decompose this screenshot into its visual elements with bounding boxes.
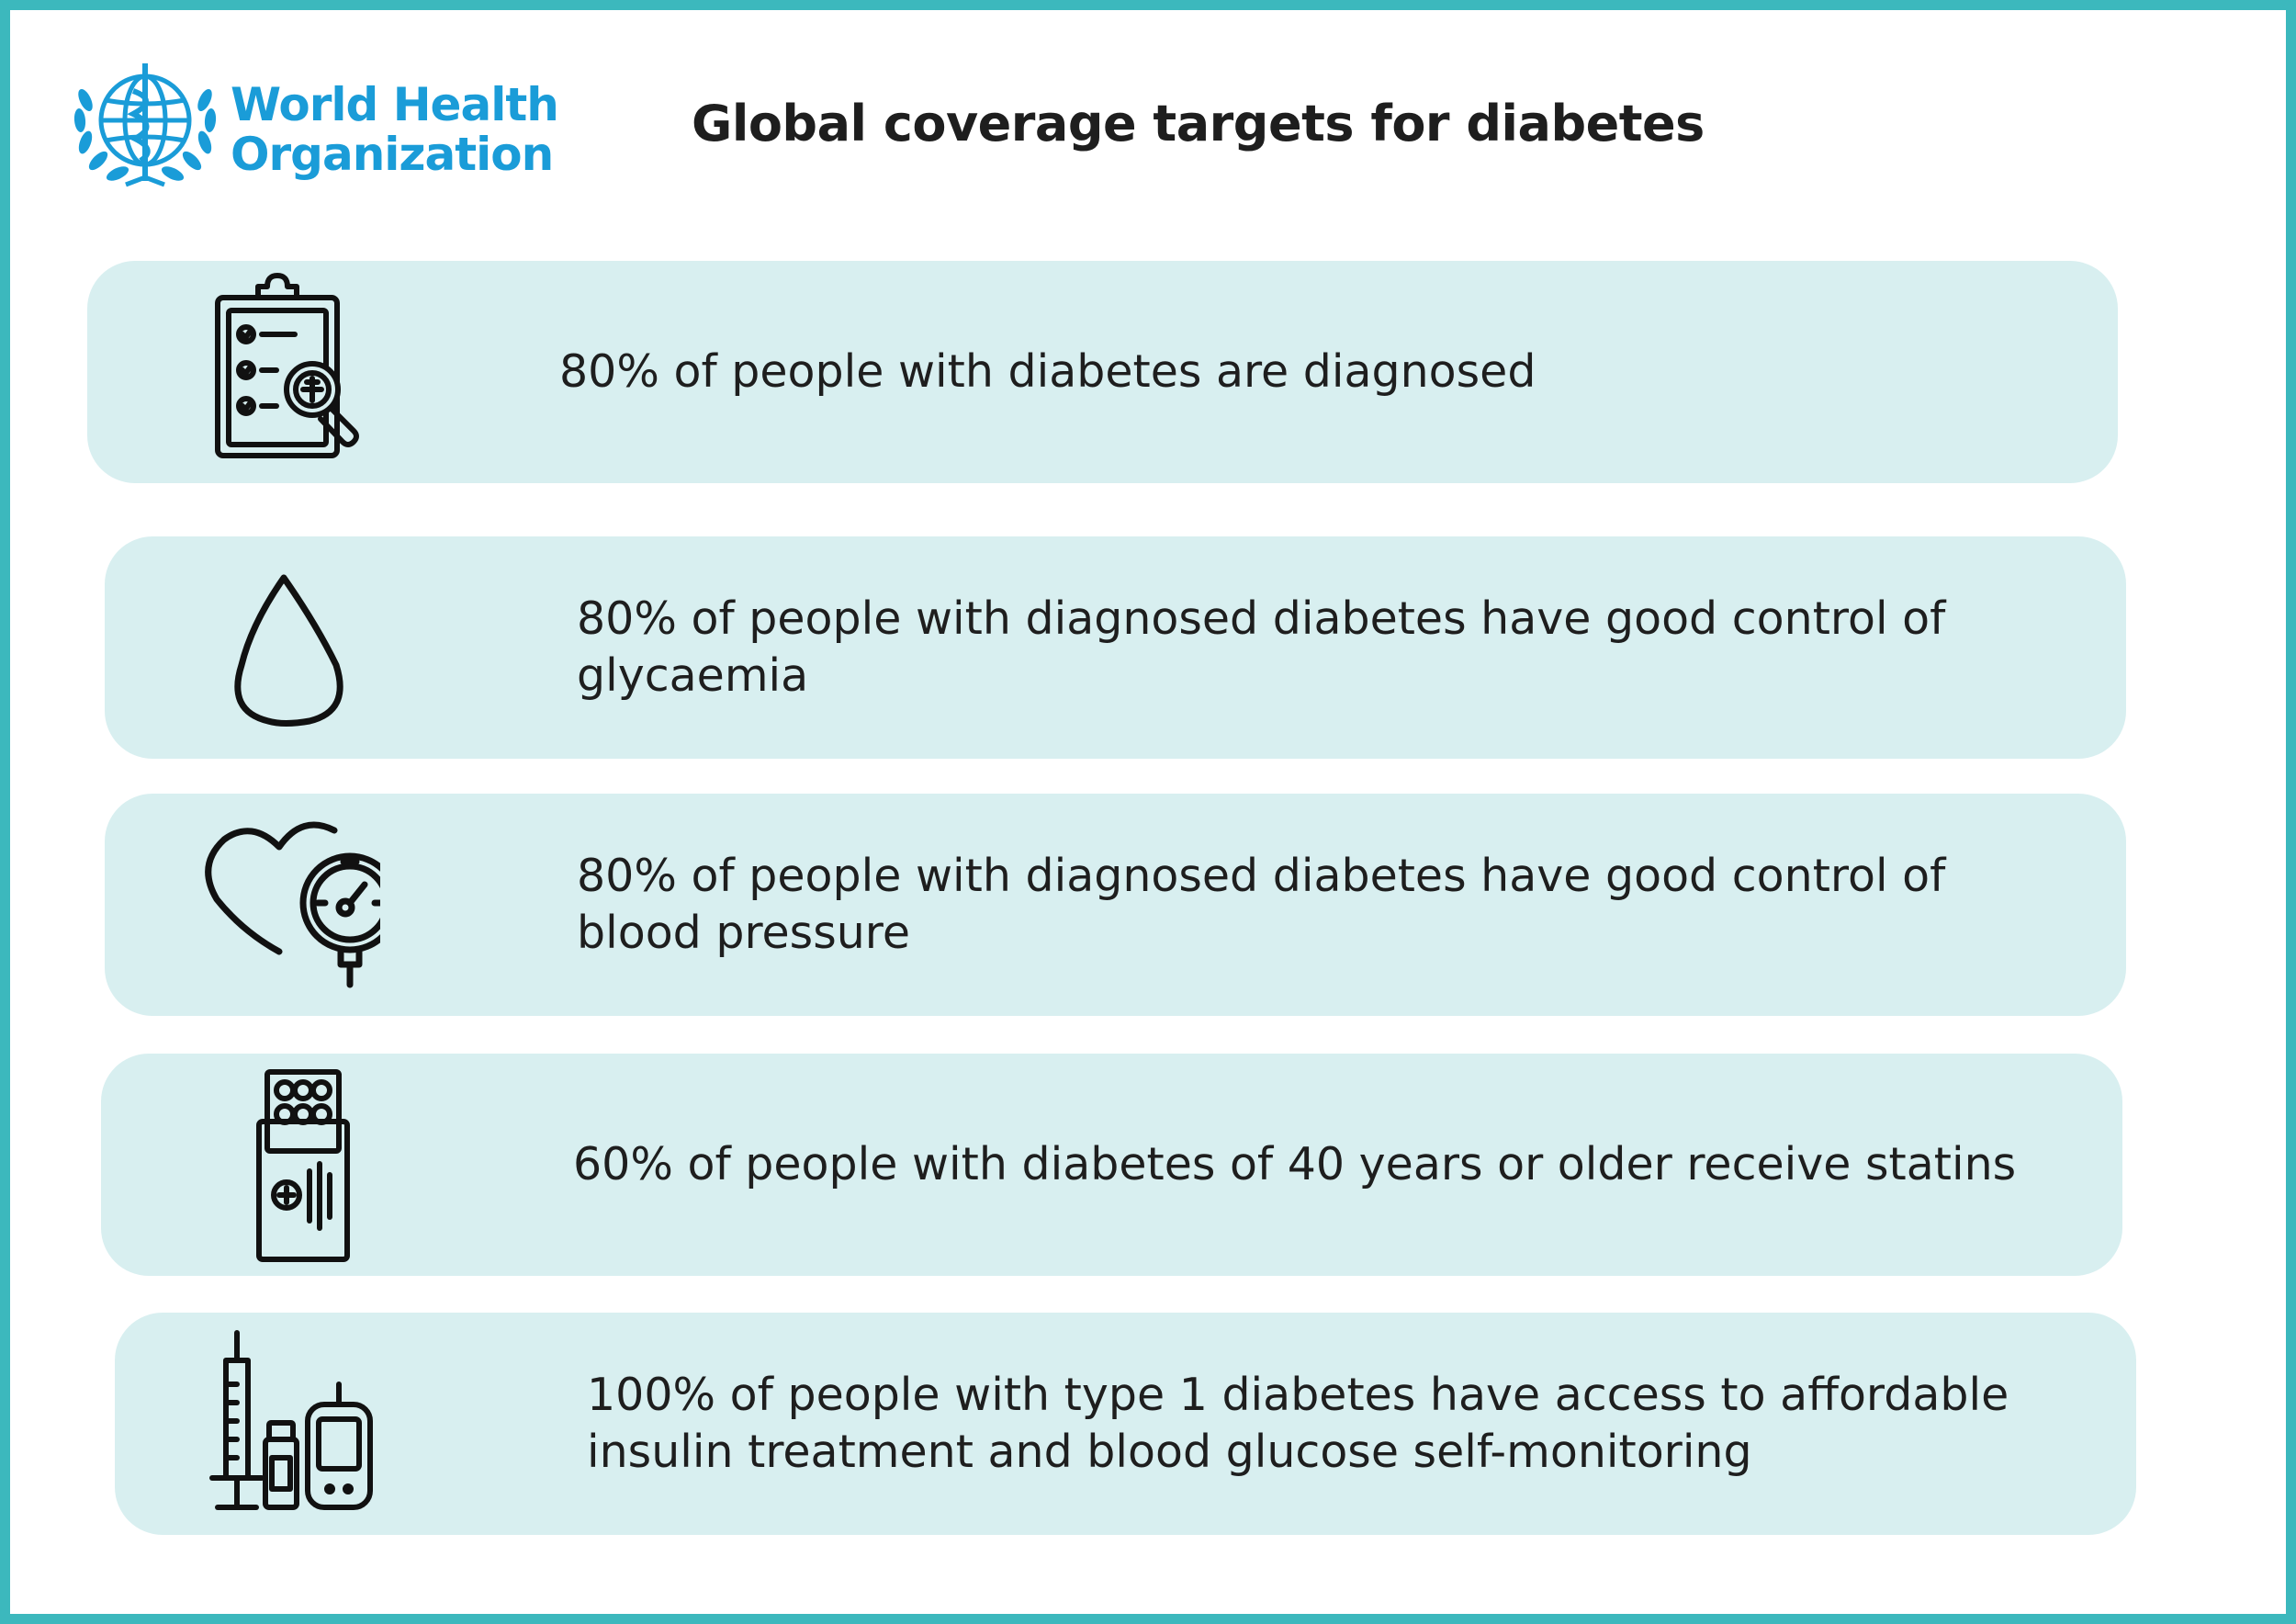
- page-title: Global coverage targets for diabetes: [692, 95, 1705, 152]
- blood-drop-icon: [234, 574, 343, 727]
- target-text: 80% of people with diagnosed diabetes ha…: [577, 850, 1946, 959]
- clipboard-checklist-magnifier-icon: [215, 273, 359, 458]
- target-card-diagnosed: 80% of people with diabetes are diagnose…: [87, 261, 2118, 483]
- target-card-insulin: 100% of people with type 1 diabetes have…: [115, 1313, 2136, 1535]
- target-text: 80% of people with diagnosed diabetes ha…: [577, 592, 1946, 702]
- who-wordmark: World Health Organization: [231, 78, 559, 181]
- org-name-line-2: Organization: [231, 128, 554, 181]
- org-name-line-1: World Health: [231, 78, 559, 131]
- target-card-glycaemia: 80% of people with diagnosed diabetes ha…: [105, 536, 2126, 759]
- medicine-pill-pack-icon: [256, 1069, 350, 1262]
- target-text: 60% of people with diabetes of 40 years …: [573, 1138, 2017, 1190]
- target-text: 100% of people with type 1 diabetes have…: [587, 1369, 2009, 1478]
- who-emblem-icon: [73, 63, 217, 187]
- who-logo: World Health Organization: [67, 63, 559, 201]
- target-card-blood-pressure: 80% of people with diagnosed diabetes ha…: [105, 794, 2126, 1016]
- target-card-statins: 60% of people with diabetes of 40 years …: [101, 1054, 2122, 1276]
- heart-blood-pressure-gauge-icon: [205, 821, 380, 988]
- target-text: 80% of people with diabetes are diagnose…: [559, 345, 1536, 398]
- syringe-insulin-glucometer-icon: [209, 1330, 373, 1510]
